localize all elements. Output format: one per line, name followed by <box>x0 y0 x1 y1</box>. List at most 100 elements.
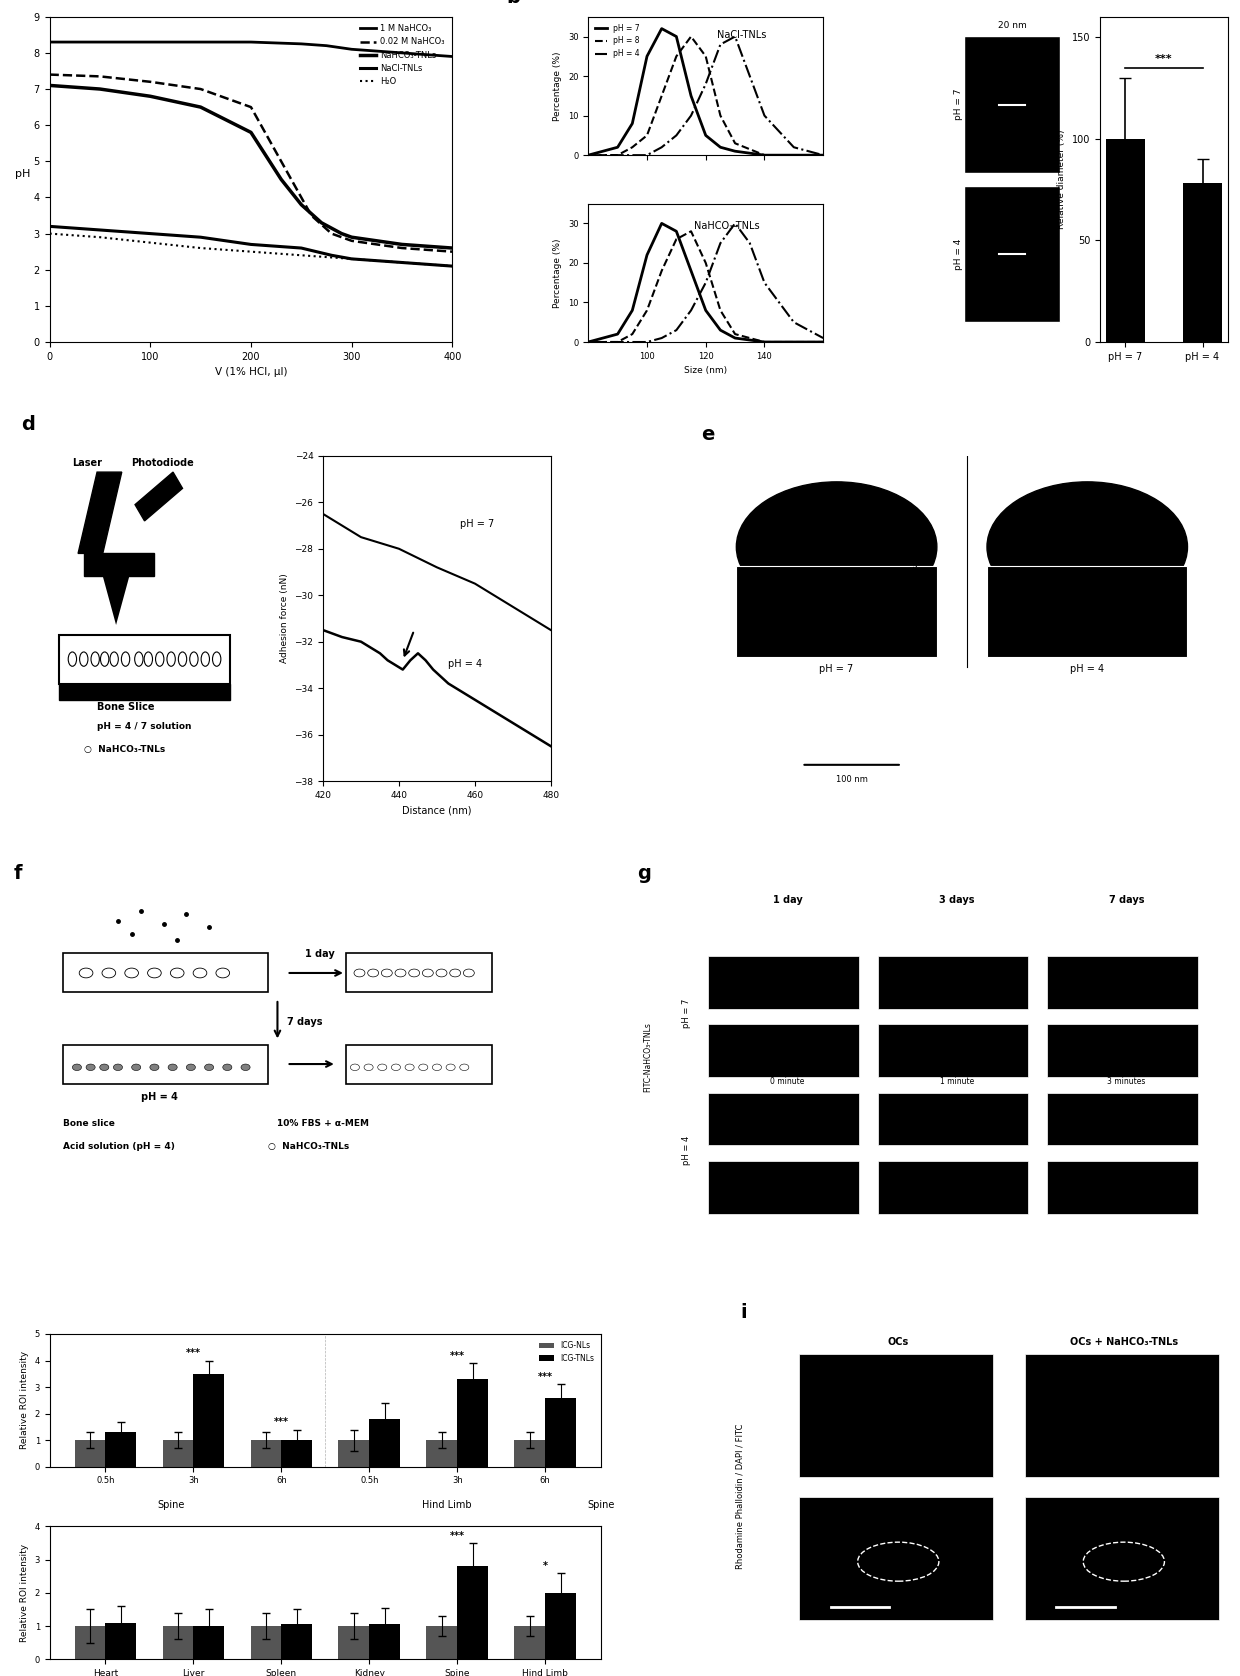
Circle shape <box>450 969 460 977</box>
Circle shape <box>405 1064 414 1071</box>
Text: pH = 4: pH = 4 <box>954 238 962 270</box>
Bar <box>515 1626 546 1659</box>
Bar <box>1024 1497 1219 1621</box>
Bar <box>737 566 937 657</box>
Text: ***: *** <box>538 1371 553 1381</box>
Text: ***: *** <box>186 1348 201 1358</box>
Legend: 1 M NaHCO₃, 0.02 M NaHCO₃, NaHCO₃-TNLs, NaCl-TNLs, H₂O: 1 M NaHCO₃, 0.02 M NaHCO₃, NaHCO₃-TNLs, … <box>356 20 448 89</box>
Text: b: b <box>506 0 520 7</box>
Circle shape <box>436 969 446 977</box>
Legend: ICG-NLs, ICG-TNLs: ICG-NLs, ICG-TNLs <box>536 1337 598 1366</box>
Circle shape <box>122 652 130 667</box>
Bar <box>965 37 1060 173</box>
Text: pH = 4: pH = 4 <box>449 659 482 669</box>
Bar <box>878 1093 1028 1145</box>
Text: pH = 7: pH = 7 <box>460 520 494 530</box>
Text: e: e <box>702 424 714 444</box>
Bar <box>162 1440 193 1466</box>
Bar <box>193 1626 224 1659</box>
Circle shape <box>201 652 210 667</box>
Text: pH = 4: pH = 4 <box>1070 664 1105 674</box>
Y-axis label: Percentage (%): Percentage (%) <box>553 238 563 308</box>
Bar <box>74 1440 105 1466</box>
Circle shape <box>216 969 229 977</box>
Text: 7 days: 7 days <box>1109 895 1145 905</box>
Circle shape <box>144 652 153 667</box>
Text: FITC-NaHCO₃-TNLs: FITC-NaHCO₃-TNLs <box>644 1022 652 1093</box>
Text: 1 day: 1 day <box>773 895 802 905</box>
Bar <box>1047 955 1198 1009</box>
Bar <box>458 1567 489 1659</box>
Bar <box>546 1398 575 1466</box>
Text: ***: *** <box>450 1351 465 1361</box>
Bar <box>60 684 229 701</box>
Circle shape <box>79 652 88 667</box>
Bar <box>1183 183 1221 342</box>
Text: Spine: Spine <box>157 1500 185 1510</box>
Circle shape <box>433 1064 441 1071</box>
Circle shape <box>193 969 207 977</box>
Circle shape <box>131 1064 141 1071</box>
Text: ***: *** <box>1156 54 1173 64</box>
Bar <box>370 1420 401 1466</box>
Y-axis label: pH: pH <box>15 169 30 179</box>
Bar <box>193 1374 224 1466</box>
Circle shape <box>212 652 221 667</box>
Text: ***: *** <box>450 1532 465 1542</box>
Bar <box>427 1440 458 1466</box>
Text: Acid solution (pH = 4): Acid solution (pH = 4) <box>63 1141 175 1151</box>
Circle shape <box>353 969 365 977</box>
Text: *: * <box>543 1562 548 1572</box>
Text: pH = 7: pH = 7 <box>820 664 853 674</box>
Bar <box>965 186 1060 322</box>
Bar <box>281 1624 312 1659</box>
Text: ○  NaHCO₃-TNLs: ○ NaHCO₃-TNLs <box>84 744 165 754</box>
Circle shape <box>100 652 109 667</box>
Circle shape <box>86 1064 95 1071</box>
Circle shape <box>464 969 475 977</box>
Bar <box>708 955 859 1009</box>
Text: 7 days: 7 days <box>286 1017 322 1027</box>
Circle shape <box>68 652 77 667</box>
Text: Photodiode: Photodiode <box>131 458 193 468</box>
Bar <box>346 954 491 992</box>
Circle shape <box>223 1064 232 1071</box>
Text: pH = 4: pH = 4 <box>682 1136 691 1165</box>
Circle shape <box>987 483 1188 612</box>
Text: pH = 4 / 7 solution: pH = 4 / 7 solution <box>97 722 191 731</box>
Text: i: i <box>740 1302 746 1322</box>
Text: NaCl-TNLs: NaCl-TNLs <box>718 30 766 40</box>
Bar <box>339 1626 370 1659</box>
Text: OCs: OCs <box>888 1337 909 1348</box>
Polygon shape <box>135 473 182 521</box>
Circle shape <box>169 1064 177 1071</box>
Y-axis label: Adhesion force (nN): Adhesion force (nN) <box>280 573 289 664</box>
Circle shape <box>110 652 118 667</box>
Bar <box>250 1440 281 1466</box>
Circle shape <box>396 969 405 977</box>
Text: 3 minutes: 3 minutes <box>1107 1078 1146 1086</box>
Polygon shape <box>84 553 154 577</box>
Text: d: d <box>21 416 35 434</box>
Text: NaHCO₃-TNLs: NaHCO₃-TNLs <box>694 221 760 231</box>
Circle shape <box>190 652 198 667</box>
Bar <box>708 1161 859 1213</box>
Bar <box>105 1622 136 1659</box>
Circle shape <box>409 969 419 977</box>
Text: Hind Limb: Hind Limb <box>422 1500 471 1510</box>
Circle shape <box>167 652 175 667</box>
Circle shape <box>148 969 161 977</box>
Circle shape <box>150 1064 159 1071</box>
Bar <box>987 566 1188 657</box>
Text: f: f <box>14 863 21 883</box>
Bar <box>74 1626 105 1659</box>
Circle shape <box>125 969 139 977</box>
Circle shape <box>72 1064 82 1071</box>
Bar <box>1047 1024 1198 1078</box>
Y-axis label: Relative ROI intensity: Relative ROI intensity <box>20 1544 29 1642</box>
Circle shape <box>102 969 115 977</box>
Bar <box>708 1024 859 1078</box>
X-axis label: V (1% HCl, μl): V (1% HCl, μl) <box>215 367 288 377</box>
Bar <box>1047 1093 1198 1145</box>
Bar <box>281 1440 312 1466</box>
